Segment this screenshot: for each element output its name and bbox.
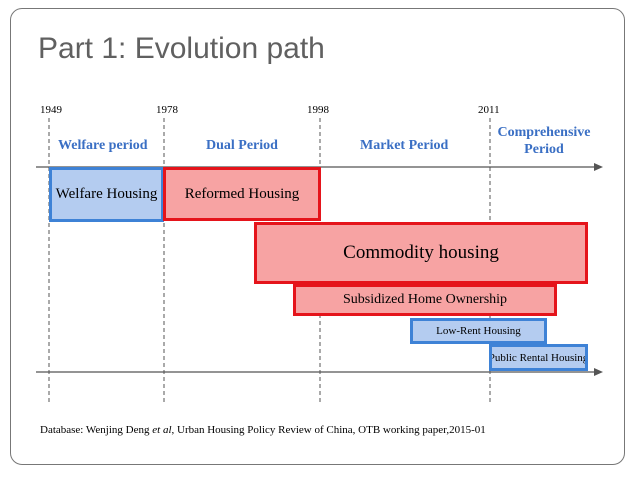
slide-title: Part 1: Evolution path — [38, 32, 325, 65]
year-label-1949: 1949 — [40, 104, 62, 116]
bar-low-rent-housing: Low-Rent Housing — [410, 318, 547, 344]
bar-reformed-housing: Reformed Housing — [163, 167, 321, 221]
period-label-market: Market Period — [360, 138, 449, 153]
period-label-comprehensive-line2: Period — [524, 142, 564, 157]
year-label-2011: 2011 — [478, 104, 500, 116]
year-label-1998: 1998 — [307, 104, 329, 116]
bottom-timeline-arrowhead — [594, 368, 603, 376]
bar-commodity-housing: Commodity housing — [254, 222, 588, 284]
source-citation-etal: et al — [152, 424, 172, 436]
period-label-dual: Dual Period — [206, 138, 278, 153]
source-citation-prefix: Database: Wenjing Deng — [40, 424, 153, 436]
bar-subsidized-home-ownership: Subsidized Home Ownership — [293, 284, 557, 316]
source-citation-suffix: , Urban Housing Policy Review of China, … — [171, 424, 486, 436]
top-timeline-arrowhead — [594, 163, 603, 171]
year-label-1978: 1978 — [156, 104, 178, 116]
period-label-comprehensive-line1: Comprehensive — [497, 125, 591, 140]
bar-public-rental-housing: Public Rental Housing — [489, 344, 588, 371]
period-label-comprehensive: Comprehensive Period — [496, 124, 592, 158]
period-label-welfare: Welfare period — [58, 138, 148, 153]
bar-welfare-housing: Welfare Housing — [49, 167, 164, 222]
source-citation: Database: Wenjing Deng et al, Urban Hous… — [40, 424, 486, 436]
